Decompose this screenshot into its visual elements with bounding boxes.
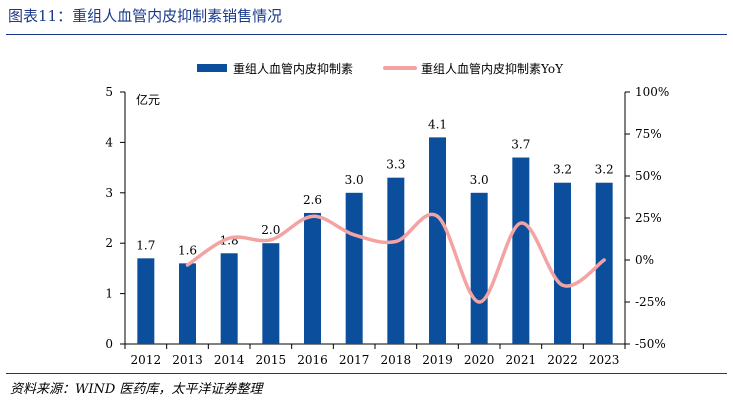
right-axis-tick-label: 100% — [635, 85, 669, 99]
source-note: 资料来源：WIND 医药库，太平洋证券整理 — [10, 382, 263, 397]
bar-data-label: 1.6 — [178, 243, 197, 257]
bar — [345, 192, 363, 344]
left-axis-tick-label: 4 — [105, 135, 113, 149]
bar — [387, 177, 405, 344]
x-axis-tick-label: 2022 — [547, 353, 578, 367]
bar-data-label: 3.2 — [595, 163, 614, 177]
left-axis-tick-label: 2 — [105, 236, 113, 250]
x-axis-tick-label: 2014 — [214, 353, 245, 367]
bar — [554, 182, 571, 344]
figure-title: 图表11：重组人血管内皮抑制素销售情况 — [8, 7, 283, 25]
legend-label-yoy: 重组人血管内皮抑制素YoY — [421, 61, 564, 76]
x-axis-tick-label: 2018 — [381, 353, 412, 367]
bar — [304, 212, 321, 344]
bar-data-label: 4.1 — [428, 117, 447, 131]
x-axis-tick-label: 2021 — [506, 353, 537, 367]
footer-rule — [6, 373, 727, 374]
x-axis-tick-label: 2019 — [422, 353, 453, 367]
bar — [179, 263, 196, 344]
x-axis-tick-label: 2023 — [589, 353, 620, 367]
title-rule — [6, 34, 727, 35]
bar-data-label: 3.2 — [553, 163, 572, 177]
right-axis-tick-label: 75% — [635, 127, 662, 141]
x-axis-tick-label: 2012 — [131, 353, 162, 367]
bar — [429, 137, 446, 344]
legend-swatch-bars — [197, 64, 227, 72]
bar-data-label: 1.7 — [136, 238, 155, 252]
right-axis-tick-label: -25% — [635, 295, 666, 309]
x-axis-tick-label: 2020 — [464, 353, 495, 367]
bar-data-label: 3.3 — [386, 158, 405, 172]
x-axis-tick-label: 2016 — [297, 353, 328, 367]
x-axis-tick-label: 2017 — [339, 353, 370, 367]
right-axis-tick-label: -50% — [635, 337, 666, 351]
bar — [595, 182, 613, 344]
right-axis-tick-label: 25% — [635, 211, 662, 225]
bar-data-label: 2.0 — [261, 223, 280, 237]
bar — [262, 243, 280, 344]
bar-data-label: 3.7 — [511, 138, 530, 152]
right-axis-tick-label: 0% — [635, 253, 654, 267]
bar-data-label: 3.0 — [345, 173, 364, 187]
x-axis-tick-label: 2013 — [172, 353, 203, 367]
right-axis-tick-label: 50% — [635, 169, 662, 183]
bar-data-label: 2.6 — [303, 193, 322, 207]
bar — [220, 253, 238, 344]
yoy-line — [185, 212, 606, 304]
bar — [470, 192, 488, 344]
left-axis-tick-label: 5 — [105, 85, 113, 99]
left-axis-tick-label: 3 — [105, 186, 113, 200]
left-axis-unit-label: 亿元 — [136, 92, 160, 107]
left-axis-tick-label: 0 — [105, 337, 113, 351]
bar — [137, 258, 155, 344]
legend-label-bars: 重组人血管内皮抑制素 — [233, 61, 353, 76]
bar-data-label: 3.0 — [470, 173, 489, 187]
bar — [512, 157, 530, 344]
x-axis-tick-label: 2015 — [256, 353, 287, 367]
left-axis-tick-label: 1 — [105, 287, 113, 301]
